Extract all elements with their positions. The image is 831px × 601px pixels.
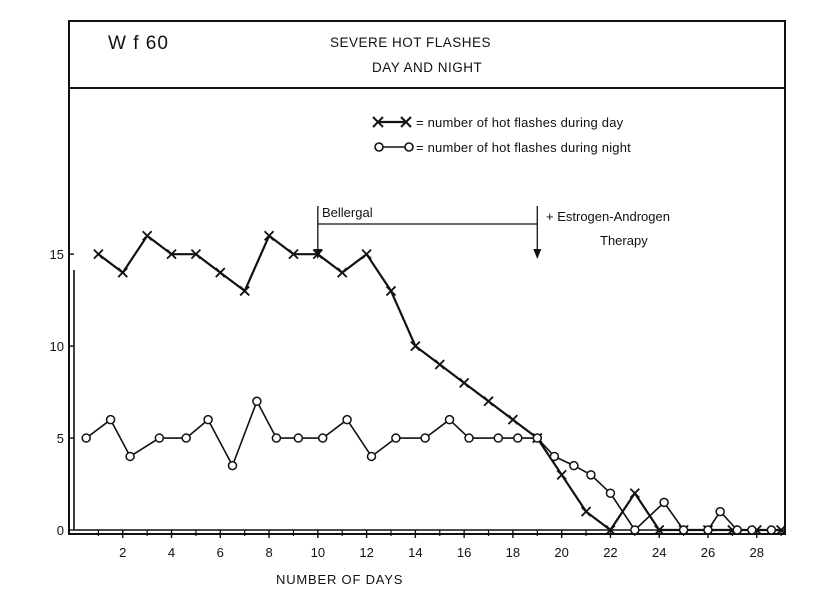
day-point [775, 524, 787, 536]
chart-frame [68, 20, 786, 535]
day-point [337, 267, 348, 278]
day-point [580, 506, 592, 517]
x-axis-label: NUMBER OF DAYS [276, 572, 404, 587]
night-point [659, 497, 669, 508]
y-tick-label: 0 [57, 523, 64, 538]
estrogen-start-arrowhead [533, 249, 542, 259]
night-point [125, 451, 135, 462]
legend-night-label: = number of hot flashes during night [416, 140, 631, 155]
night-point [181, 433, 191, 443]
night-point [203, 414, 213, 425]
night-point [715, 506, 725, 517]
night-point [630, 525, 640, 535]
x-tick-label: 6 [217, 545, 224, 560]
therapy-label: Therapy [600, 233, 648, 248]
day-point [142, 230, 153, 241]
night-point [549, 451, 560, 462]
night-point [766, 525, 777, 535]
legend-day-label: = number of hot flashes during day [416, 115, 624, 130]
night-point [732, 525, 742, 535]
night-point [154, 433, 165, 443]
night-point [747, 525, 757, 535]
day-point [507, 414, 519, 425]
night-point [464, 433, 474, 443]
night-point [81, 433, 91, 443]
y-tick-label: 15 [50, 247, 64, 262]
night-point [342, 414, 352, 425]
chart-subtitle: DAY AND NIGHT [372, 60, 483, 75]
night-point [420, 433, 430, 443]
x-tick-label: 20 [554, 545, 568, 560]
x-tick-label: 22 [603, 545, 617, 560]
day-point [312, 249, 323, 260]
day-point [190, 249, 202, 260]
day-point [117, 267, 128, 278]
night-point [532, 433, 543, 443]
night-point [569, 460, 579, 471]
night-point [493, 433, 504, 443]
header-divider [68, 87, 786, 89]
x-tick-label: 14 [408, 545, 422, 560]
night-point [391, 433, 401, 443]
y-tick-label: 10 [50, 339, 64, 354]
day-point [556, 469, 567, 480]
x-tick-label: 2 [119, 545, 126, 560]
x-tick-label: 4 [168, 545, 175, 560]
day-point [93, 249, 104, 260]
day-point [459, 377, 470, 389]
patient-code: W f 60 [108, 33, 169, 54]
legend-day-symbol [372, 116, 412, 128]
day-point [483, 396, 494, 407]
day-series-line [97, 234, 782, 532]
day-point [263, 230, 275, 241]
night-point [444, 414, 455, 425]
x-tick-label: 10 [311, 545, 325, 560]
day-point [166, 249, 177, 260]
day-point [215, 267, 226, 278]
x-tick-label: 18 [506, 545, 520, 560]
x-tick-label: 28 [750, 545, 764, 560]
night-series-line [85, 400, 772, 531]
bellergal-label: Bellergal [322, 205, 373, 220]
chart-title: SEVERE HOT FLASHES [330, 35, 492, 50]
y-tick-label: 5 [57, 431, 64, 446]
day-point [629, 488, 640, 499]
night-point [227, 460, 238, 471]
night-point [586, 470, 596, 480]
day-point [361, 249, 372, 260]
night-point [105, 414, 116, 425]
day-point [385, 285, 397, 297]
night-point [293, 433, 304, 443]
estrogen-androgen-label: + Estrogen-Androgen [546, 209, 670, 224]
night-point [605, 488, 616, 498]
day-point [288, 249, 299, 260]
x-tick-label: 8 [265, 545, 272, 560]
night-point [317, 433, 328, 443]
night-point [252, 396, 262, 407]
night-point [513, 433, 523, 443]
x-tick-label: 24 [652, 545, 666, 560]
x-tick-label: 26 [701, 545, 715, 560]
legend-night-symbol [374, 142, 414, 152]
x-tick-label: 16 [457, 545, 471, 560]
x-tick-label: 12 [359, 545, 373, 560]
night-point [271, 433, 282, 443]
day-point [654, 524, 665, 536]
day-point [605, 524, 616, 536]
day-point [434, 359, 445, 370]
night-point [678, 525, 689, 535]
day-point [239, 285, 250, 297]
night-point [366, 451, 377, 462]
night-point [703, 525, 713, 535]
day-point [410, 340, 421, 352]
